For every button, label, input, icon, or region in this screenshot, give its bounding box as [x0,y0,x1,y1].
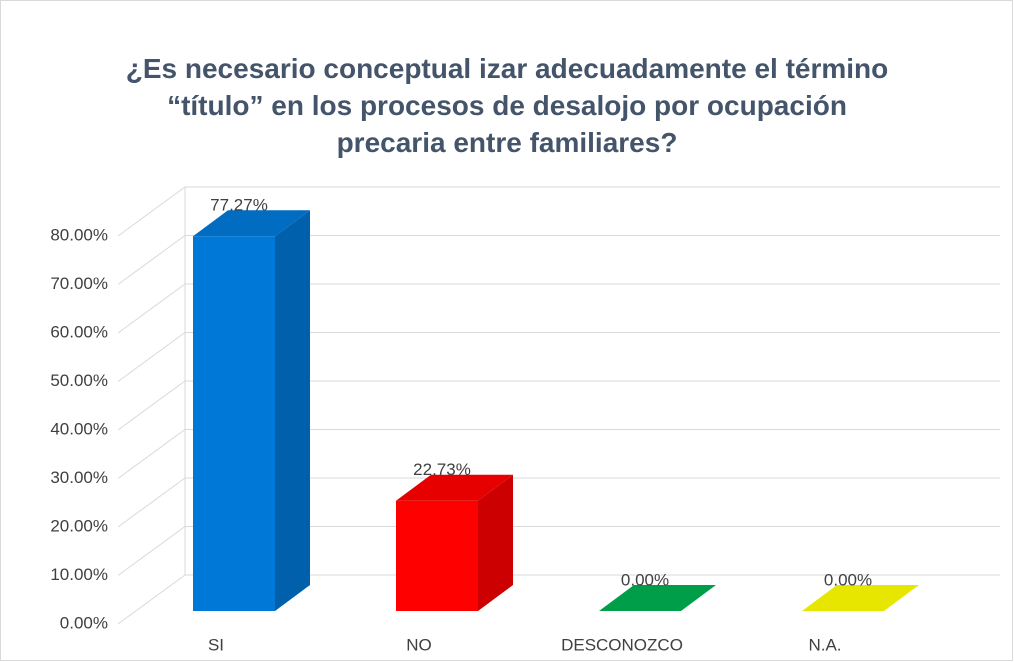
y-tick-label: 30.00% [50,468,108,487]
bar-side [275,210,310,612]
y-tick-label: 0.00% [60,613,108,632]
grid-line [117,574,1000,625]
x-tick-label: NO [406,635,432,654]
y-tick-label: 60.00% [50,322,108,341]
grid-line [117,429,1000,479]
y-tick-label: 40.00% [50,419,108,438]
y-tick-label: 10.00% [50,565,108,584]
bar-top [193,210,310,237]
x-tick-label: DESCONOZCO [561,635,683,654]
grid-line [117,283,1000,334]
bar [802,585,919,611]
y-tick-label: 80.00% [50,225,108,244]
data-label: 77.27% [210,196,268,215]
grid-line [117,235,1000,285]
bar-front [193,236,275,612]
grid-line [117,380,1000,431]
data-label: 0.00% [621,570,669,589]
bar-top [396,474,513,501]
bar [193,210,310,612]
grid-line [117,477,1000,528]
x-tick-label: SI [208,635,224,654]
y-tick-label: 50.00% [50,371,108,390]
bar [599,585,716,611]
data-label: 22.73% [413,460,471,479]
grid-line [117,526,1000,576]
chart-title: ¿Es necesario conceptual izar adecuadame… [125,53,889,158]
grid-line [117,332,1000,382]
bar-top [599,585,716,611]
y-tick-label: 20.00% [50,516,108,535]
bar-side [478,474,513,611]
data-label: 0.00% [824,570,872,589]
bar [396,474,513,611]
bar-front [396,500,478,611]
y-tick-label: 70.00% [50,274,108,293]
bar-top [802,585,919,611]
x-tick-label: N.A. [808,635,841,654]
grid-line [117,186,1000,237]
